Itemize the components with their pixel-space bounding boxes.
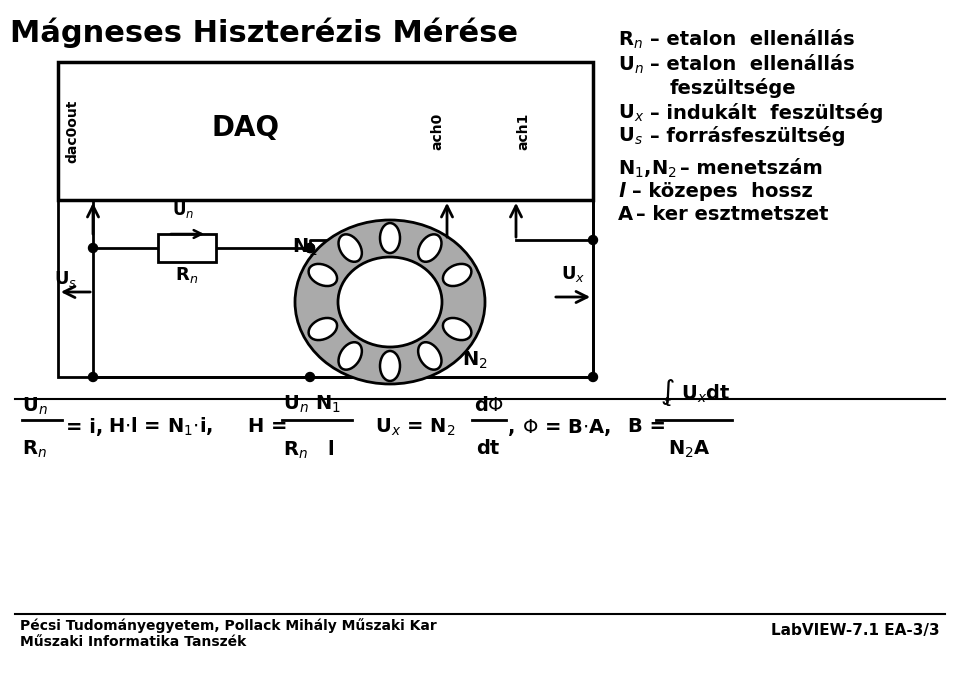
Circle shape	[589, 372, 597, 381]
Text: U$_x$: U$_x$	[618, 103, 644, 125]
Text: Mágneses Hiszterézis Mérése: Mágneses Hiszterézis Mérése	[10, 17, 518, 48]
Ellipse shape	[418, 343, 441, 370]
Ellipse shape	[309, 264, 337, 286]
Bar	[58, 199, 593, 377]
Ellipse shape	[339, 235, 362, 262]
Text: d$\Phi$: d$\Phi$	[474, 396, 504, 415]
Text: – közepes  hossz: – közepes hossz	[632, 182, 812, 201]
Text: – indukált  feszültség: – indukált feszültség	[650, 103, 883, 123]
Ellipse shape	[418, 235, 441, 262]
Text: U$_n$ N$_1$: U$_n$ N$_1$	[283, 394, 340, 415]
Text: ach0: ach0	[431, 112, 445, 149]
Circle shape	[306, 372, 315, 381]
Text: N$_2$A: N$_2$A	[668, 439, 711, 460]
Text: – forrásfeszültség: – forrásfeszültség	[650, 126, 846, 146]
Text: dt: dt	[476, 439, 500, 458]
Text: U$_n$: U$_n$	[618, 55, 643, 76]
Text: DAQ: DAQ	[211, 114, 279, 143]
Text: Pécsi Tudományegyetem, Pollack Mihály Műszaki Kar
Műszaki Informatika Tanszék: Pécsi Tudományegyetem, Pollack Mihály Mű…	[20, 618, 436, 649]
Text: – ker esztmetszet: – ker esztmetszet	[636, 205, 829, 224]
Ellipse shape	[309, 318, 337, 340]
Text: dac0out: dac0out	[65, 100, 79, 163]
Text: H$\cdot$l = N$_1$$\cdot$i,: H$\cdot$l = N$_1$$\cdot$i,	[108, 416, 213, 438]
Text: $\int$ U$_x$dt: $\int$ U$_x$dt	[660, 377, 731, 407]
Text: N$_2$: N$_2$	[462, 349, 488, 371]
Ellipse shape	[443, 318, 472, 340]
Text: – etalon  ellenállás: – etalon ellenállás	[650, 55, 854, 74]
Text: $\Phi$ = B$\cdot$A,: $\Phi$ = B$\cdot$A,	[522, 417, 611, 437]
Text: – menetszám: – menetszám	[680, 159, 823, 178]
Text: H =: H =	[248, 417, 288, 437]
Text: LabVIEW-7.1 EA-3/3: LabVIEW-7.1 EA-3/3	[771, 623, 940, 637]
Text: = i,: = i,	[66, 417, 104, 437]
Text: N$_1$,N$_2$: N$_1$,N$_2$	[618, 159, 677, 181]
Ellipse shape	[338, 257, 442, 347]
Text: U$_n$: U$_n$	[172, 200, 194, 220]
Text: R$_n$   l: R$_n$ l	[283, 439, 335, 462]
Text: B =: B =	[628, 417, 666, 437]
Text: A: A	[618, 205, 633, 224]
Ellipse shape	[295, 220, 485, 384]
Text: – etalon  ellenállás: – etalon ellenállás	[650, 30, 854, 49]
Text: U$_x$ = N$_2$: U$_x$ = N$_2$	[375, 417, 456, 437]
Bar	[158, 234, 216, 262]
Text: R$_n$: R$_n$	[175, 265, 199, 285]
Circle shape	[306, 244, 315, 253]
Text: U$_x$: U$_x$	[561, 264, 585, 284]
Text: l: l	[618, 182, 624, 201]
Text: U$_s$: U$_s$	[618, 126, 643, 147]
Text: ,: ,	[508, 417, 515, 437]
Circle shape	[306, 244, 315, 253]
Text: R$_n$: R$_n$	[618, 30, 643, 51]
Ellipse shape	[380, 223, 400, 253]
Ellipse shape	[380, 351, 400, 381]
Ellipse shape	[339, 343, 362, 370]
Text: ach1: ach1	[517, 112, 530, 149]
Text: U$_s$: U$_s$	[55, 269, 78, 289]
Text: feszültsége: feszültsége	[670, 78, 797, 98]
Text: N$_1$: N$_1$	[292, 237, 318, 257]
Ellipse shape	[443, 264, 472, 286]
Text: R$_n$: R$_n$	[22, 439, 47, 460]
Circle shape	[88, 244, 98, 253]
Text: t: t	[665, 396, 671, 409]
Text: U$_n$: U$_n$	[22, 396, 48, 417]
Circle shape	[88, 372, 98, 381]
Bar	[58, 62, 593, 200]
Circle shape	[589, 235, 597, 244]
